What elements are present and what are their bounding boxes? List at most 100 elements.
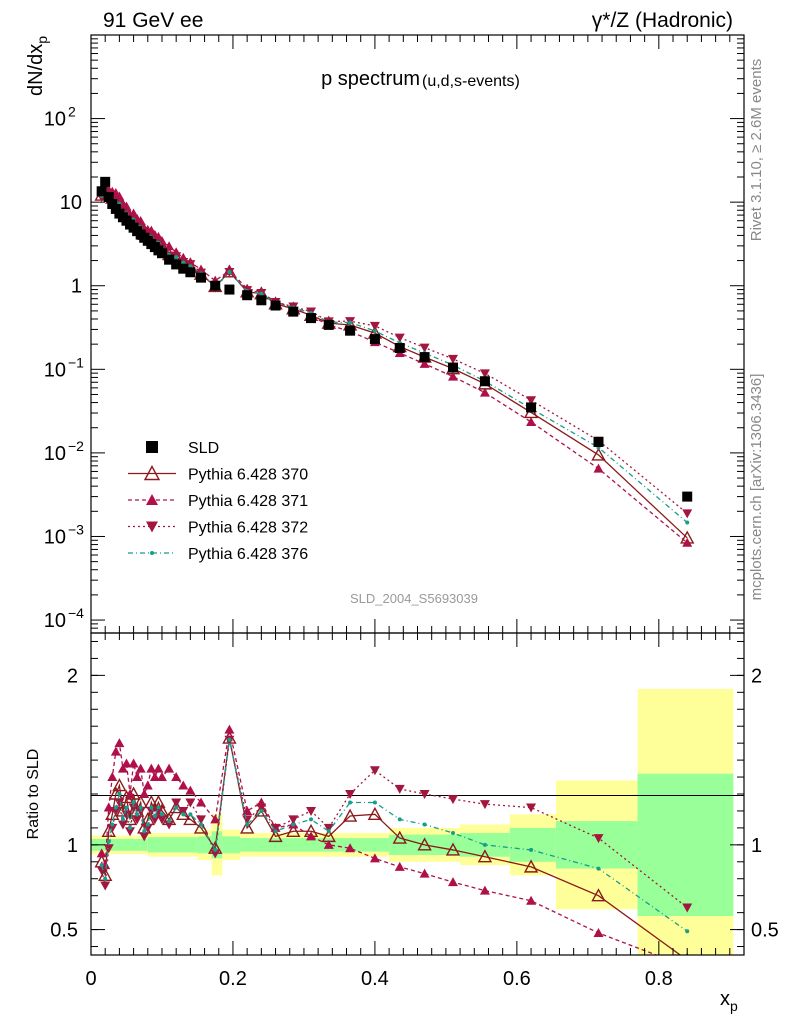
ratio-point-1-37 xyxy=(526,895,537,905)
ratio-point-0-34 xyxy=(417,837,432,851)
x-tick-label: 0.8 xyxy=(645,968,673,990)
x-tick-label: 0.2 xyxy=(219,968,247,990)
y-axis-label: dN/dxp xyxy=(25,36,50,96)
sld-point-26 xyxy=(256,295,267,306)
main-point-3-21 xyxy=(188,264,193,269)
ratio-point-1-35 xyxy=(447,877,458,887)
ratio-point-3-33 xyxy=(397,817,402,822)
ratio-point-2-20 xyxy=(178,806,189,816)
title-main: p spectrum xyxy=(321,68,420,90)
ratio-band-group xyxy=(91,688,734,955)
ratio-point-0-31 xyxy=(342,808,358,822)
band-green-9 xyxy=(509,827,556,862)
ratio-point-2-30 xyxy=(323,823,334,833)
ratio-point-2-22 xyxy=(196,815,207,825)
sld-point-23 xyxy=(210,280,221,291)
ratio-point-0-36 xyxy=(477,849,493,863)
ratio-point-0-20 xyxy=(176,806,191,821)
ratio-point-2-0 xyxy=(96,866,107,876)
watermark: SLD_2004_S5693039 xyxy=(350,591,478,606)
main-point-2-35 xyxy=(447,354,458,364)
ratio-point-3-15 xyxy=(152,814,157,819)
main-point-2-33 xyxy=(394,333,405,343)
main-series-group xyxy=(94,176,695,547)
sld-point-27 xyxy=(270,300,281,311)
sld-point-31 xyxy=(345,325,356,336)
ratio-tick-label-right: 1 xyxy=(751,835,762,857)
ratio-point-3-26 xyxy=(259,808,264,813)
main-point-3-20 xyxy=(181,260,186,265)
ylabel-sub: p xyxy=(34,36,50,44)
ratio-point-2-29 xyxy=(306,806,317,816)
ratio-point-2-38 xyxy=(593,834,604,844)
ratio-point-1-32 xyxy=(369,853,380,863)
main-point-3-19 xyxy=(174,255,179,260)
sld-point-22 xyxy=(196,272,207,283)
legend-marker-0 xyxy=(146,441,158,453)
ratio-point-0-38 xyxy=(591,888,606,902)
ratio-point-3-34 xyxy=(422,822,427,827)
main-panel: p spectrum (u,d,s-events) SLD_2004_S5693… xyxy=(94,68,695,606)
main-point-3-26 xyxy=(259,291,264,296)
sld-point-28 xyxy=(288,306,299,317)
legend-label-4: Pythia 6.428 376 xyxy=(188,546,308,563)
ratio-point-1-5 xyxy=(114,738,125,748)
ratio-point-1-2 xyxy=(103,802,114,812)
ratio-point-1-20 xyxy=(178,780,189,790)
ratio-point-2-26 xyxy=(256,803,267,813)
sld-point-1 xyxy=(100,176,111,187)
ratio-point-2-28 xyxy=(288,815,299,825)
legend-marker-4 xyxy=(150,551,154,555)
y-tick-label: 10 xyxy=(44,526,66,548)
xlabel-sub: p xyxy=(730,998,738,1014)
ratio-point-3-29 xyxy=(309,817,314,822)
ratio-point-3-11 xyxy=(138,805,143,810)
ratio-point-3-2 xyxy=(106,839,111,844)
ratio-point-0-22 xyxy=(193,820,209,834)
ratio-point-2-15 xyxy=(149,815,160,825)
y-tick-exponent: −1 xyxy=(68,354,84,370)
main-point-1-37 xyxy=(526,416,537,426)
legend-label-2: Pythia 6.428 371 xyxy=(188,493,308,510)
ratio-point-2-16 xyxy=(153,806,164,816)
y-tick-label: 10 xyxy=(44,443,66,465)
ratio-point-3-18 xyxy=(167,819,172,824)
ratio-series-group xyxy=(94,724,693,955)
main-point-1-18 xyxy=(164,241,175,251)
ratio-point-2-10 xyxy=(132,815,143,825)
ratio-point-2-18 xyxy=(164,820,175,830)
chart-title: p spectrum xyxy=(321,68,420,90)
ratio-point-0-37 xyxy=(523,859,539,873)
side-source: mcplots.cern.ch [arXiv:1306.3436] xyxy=(748,374,765,601)
band-green-4 xyxy=(222,836,241,854)
ratio-point-3-23 xyxy=(213,847,218,852)
main-point-2-37 xyxy=(526,396,537,406)
chart-subtitle: (u,d,s-events) xyxy=(422,73,520,90)
main-point-1-7 xyxy=(121,201,132,211)
ratio-point-1-21 xyxy=(185,785,196,795)
main-point-1-39 xyxy=(682,537,693,547)
ratio-point-3-9 xyxy=(131,800,136,805)
ratio-point-1-8 xyxy=(125,789,136,798)
ratio-point-3-12 xyxy=(142,829,147,834)
main-point-3-32 xyxy=(372,328,377,333)
xlabel-main: x xyxy=(720,988,730,1010)
y-tick-label: 10 xyxy=(44,359,66,381)
ratio-point-3-27 xyxy=(273,829,278,834)
ratio-point-2-36 xyxy=(479,800,490,810)
ratio-tick-label-right: 2 xyxy=(751,665,762,687)
ratio-point-3-31 xyxy=(348,800,353,805)
ratio-point-0-35 xyxy=(445,842,461,856)
ratio-point-3-7 xyxy=(124,805,129,810)
ratio-point-1-7 xyxy=(121,758,132,768)
ratio-point-1-33 xyxy=(394,861,405,871)
ratio-point-2-5 xyxy=(114,798,125,808)
ratio-point-3-25 xyxy=(245,822,250,827)
ratio-point-0-25 xyxy=(239,820,255,834)
ratio-point-2-23 xyxy=(210,849,221,859)
ratio-point-2-35 xyxy=(447,795,458,805)
ratio-point-2-2 xyxy=(103,844,114,854)
ratio-point-2-8 xyxy=(125,827,136,837)
ratio-point-3-0 xyxy=(99,863,104,868)
